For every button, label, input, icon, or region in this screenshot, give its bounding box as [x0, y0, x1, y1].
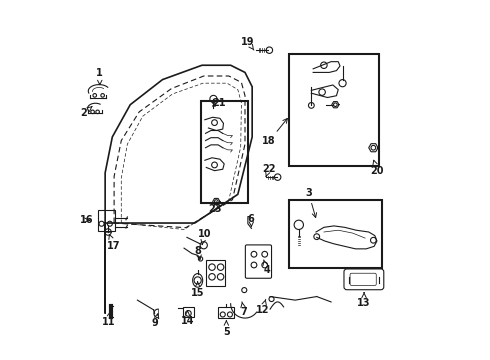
Text: 12: 12	[256, 300, 270, 315]
Text: 5: 5	[223, 321, 230, 337]
Text: 4: 4	[263, 260, 270, 275]
Text: 2: 2	[80, 107, 92, 118]
Text: 16: 16	[80, 215, 94, 225]
Bar	[205, 260, 225, 286]
Text: 18: 18	[262, 118, 288, 146]
Bar	[289, 201, 382, 268]
Text: 23: 23	[208, 202, 222, 215]
Text: 6: 6	[248, 214, 255, 227]
Text: 19: 19	[242, 37, 255, 50]
Text: 10: 10	[197, 229, 211, 245]
Text: 8: 8	[195, 246, 202, 260]
Text: 3: 3	[305, 188, 317, 217]
Text: 7: 7	[241, 302, 247, 317]
Text: 17: 17	[107, 234, 121, 251]
Text: 9: 9	[152, 314, 159, 328]
Text: 21: 21	[212, 98, 225, 108]
Text: 15: 15	[191, 282, 204, 298]
Bar	[289, 54, 379, 166]
Text: 20: 20	[370, 160, 384, 176]
Text: 11: 11	[101, 311, 115, 327]
Text: 13: 13	[357, 293, 371, 309]
Bar	[201, 101, 248, 203]
Text: 14: 14	[180, 311, 194, 326]
Text: 1: 1	[97, 68, 103, 85]
Bar	[219, 307, 234, 318]
Bar	[98, 210, 115, 231]
Bar	[183, 307, 194, 318]
Text: 22: 22	[262, 163, 276, 176]
